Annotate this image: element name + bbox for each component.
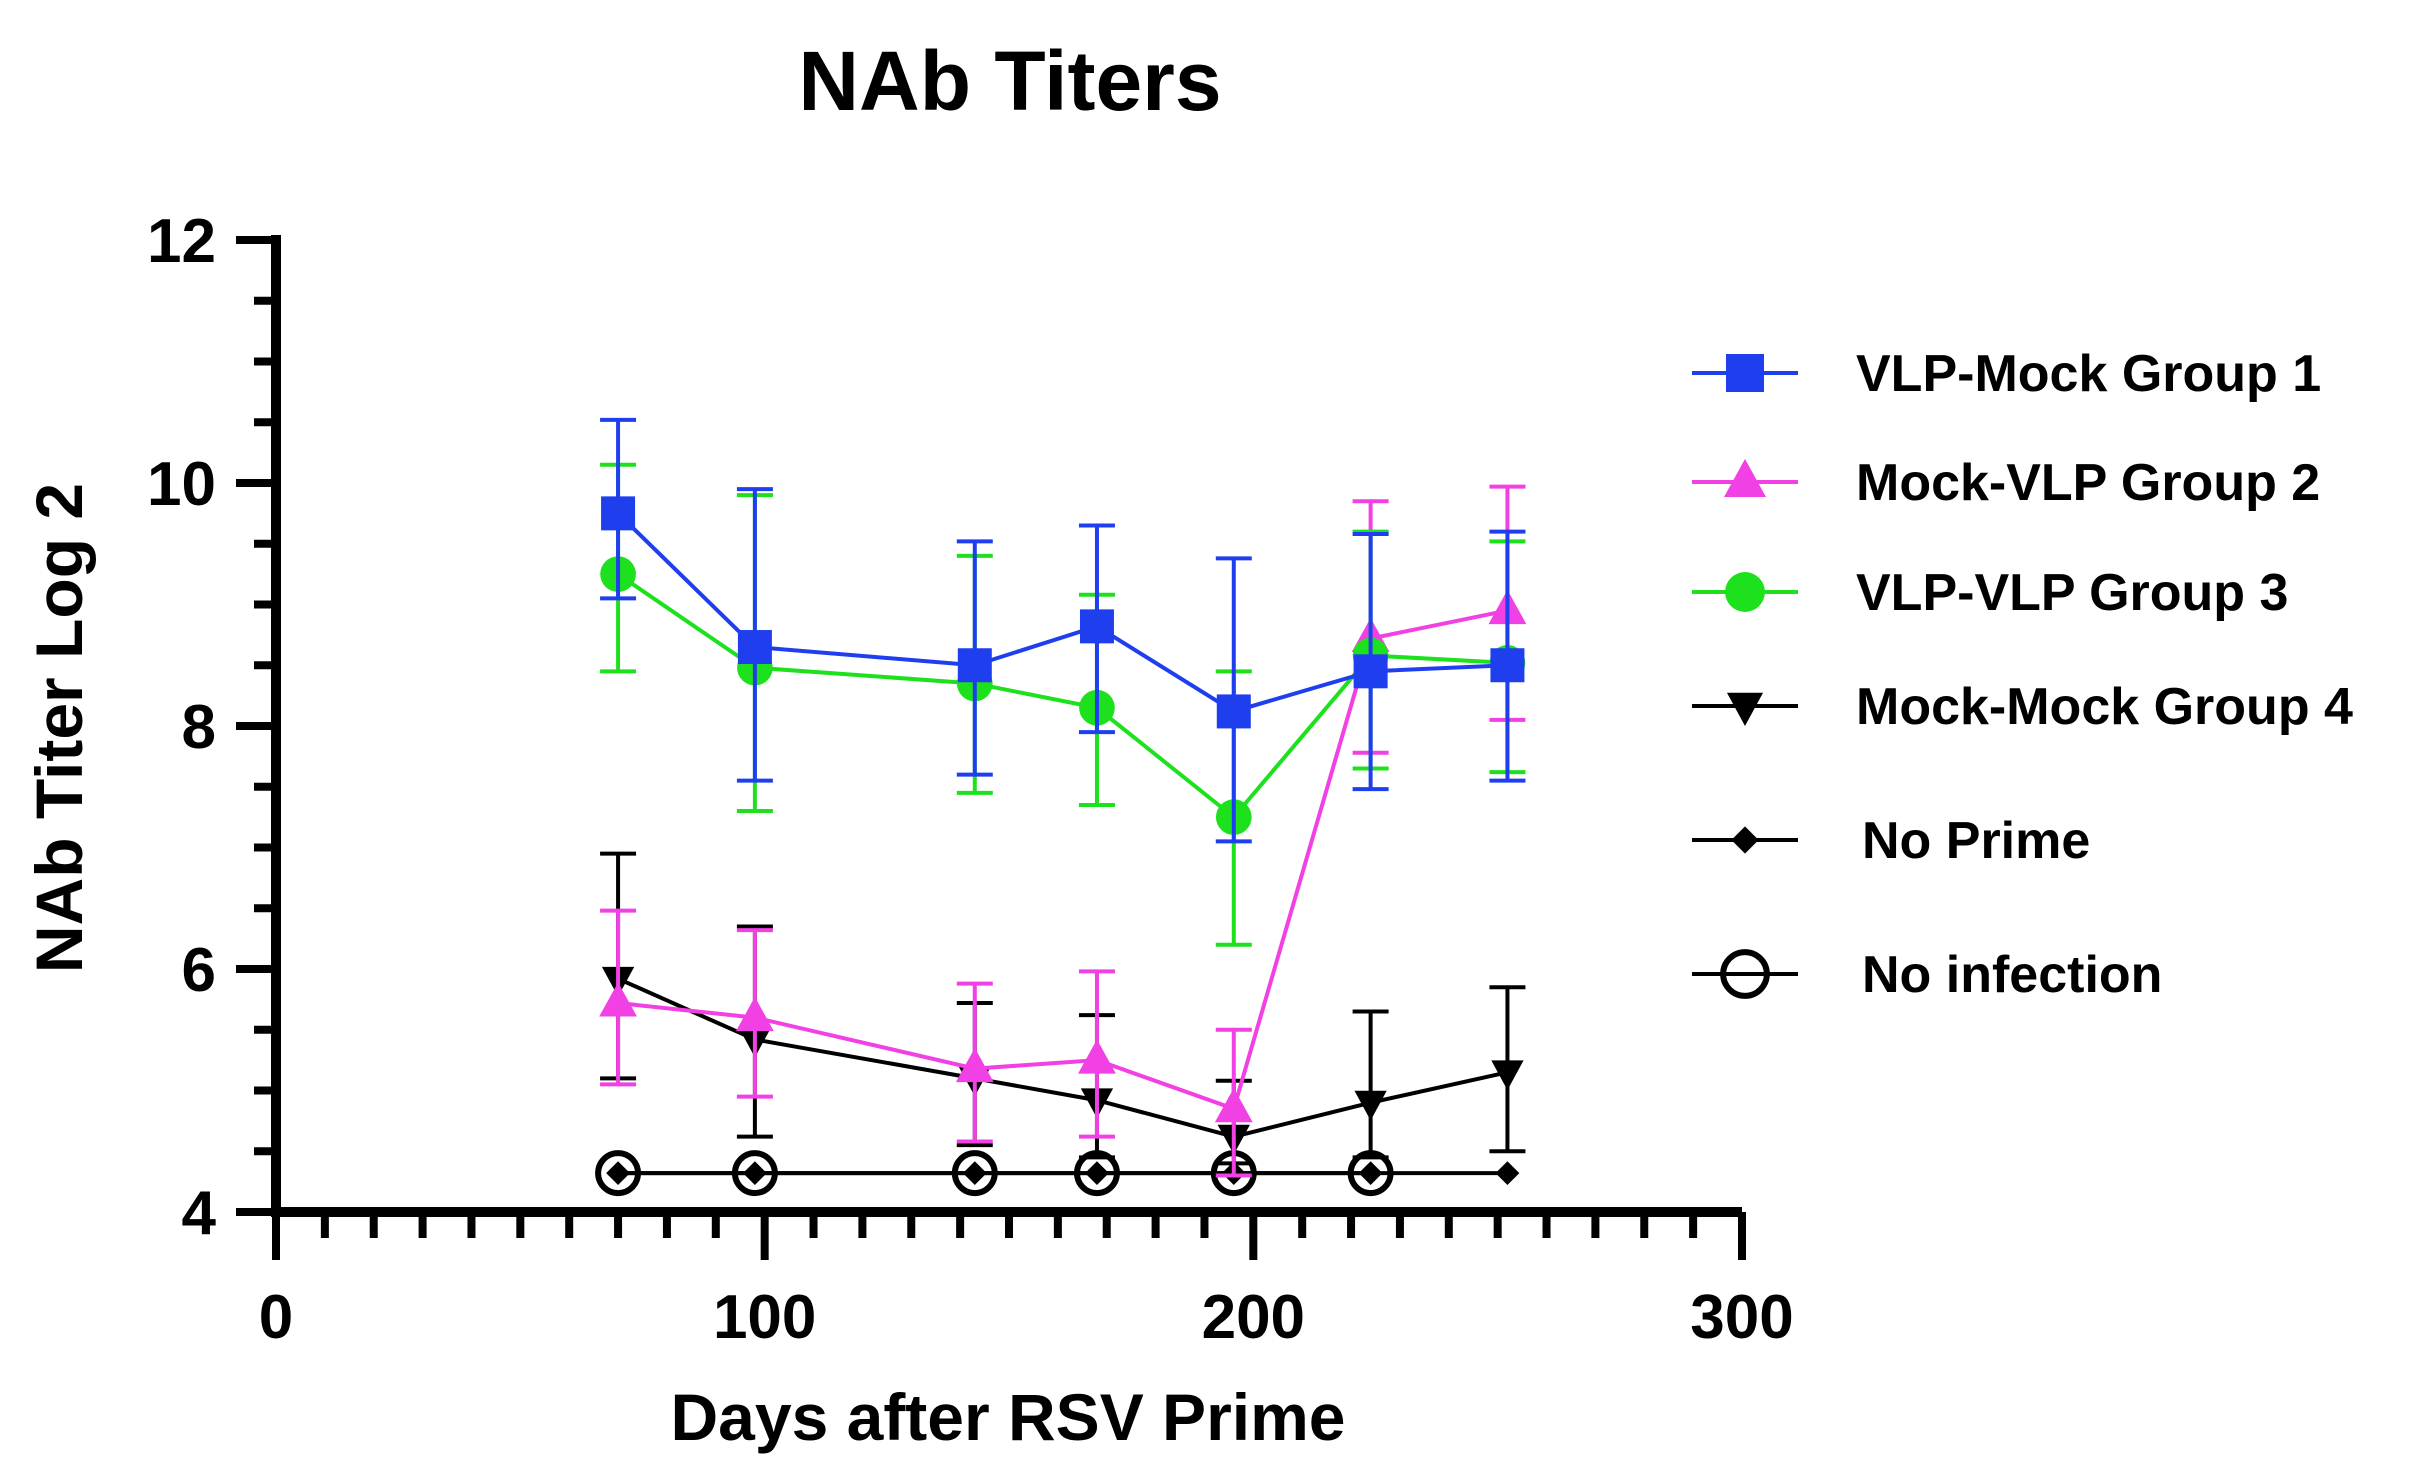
data-point-square xyxy=(957,648,992,683)
data-point-square xyxy=(737,630,772,665)
data-point-square xyxy=(1726,354,1764,392)
data-point-triangle-up xyxy=(1078,1039,1116,1074)
x-tick-label: 300 xyxy=(1690,1283,1793,1352)
y-tick-label: 6 xyxy=(182,936,216,1005)
data-point-triangle-up xyxy=(955,1047,994,1083)
legend-item: VLP-VLP Group 3 xyxy=(1692,564,2288,622)
data-point-square xyxy=(1079,609,1114,644)
y-tick-label: 8 xyxy=(182,693,216,762)
legend-label: VLP-VLP Group 3 xyxy=(1856,564,2288,622)
legend-label: VLP-Mock Group 1 xyxy=(1856,345,2321,403)
x-tick-label: 200 xyxy=(1202,1283,1305,1352)
legend-label: No infection xyxy=(1862,946,2162,1004)
data-point-triangle-up xyxy=(599,982,637,1017)
data-point-triangle-up xyxy=(1724,459,1766,497)
data-point-triangle-down xyxy=(1726,692,1764,726)
legend-item: VLP-Mock Group 1 xyxy=(1692,345,2321,403)
data-point-square xyxy=(601,496,636,531)
axes: 0 100 200 300 4 6 8 10 12 xyxy=(147,207,1794,1352)
legend-item: Mock-Mock Group 4 xyxy=(1692,678,2353,736)
legend-item: No Prime xyxy=(1692,812,2090,870)
data-point-triangle-up xyxy=(1214,1088,1253,1123)
data-point-square xyxy=(1353,654,1388,689)
data-point-square xyxy=(1216,694,1251,729)
data-point-open-circle xyxy=(1720,949,1770,999)
series-no-prime xyxy=(606,1161,1520,1186)
plot-area xyxy=(595,417,1527,1197)
data-point-diamond xyxy=(962,1161,987,1186)
legend-label: Mock-VLP Group 2 xyxy=(1856,454,2320,512)
y-tick-label: 10 xyxy=(147,450,216,519)
data-point-diamond xyxy=(1495,1161,1520,1186)
data-point-diamond xyxy=(1358,1161,1383,1186)
data-point-diamond xyxy=(1085,1161,1109,1186)
legend-label: No Prime xyxy=(1862,812,2090,870)
legend-item: Mock-VLP Group 2 xyxy=(1692,454,2320,512)
y-tick-label: 4 xyxy=(182,1179,217,1248)
legend-item: No infection xyxy=(1692,946,2162,1004)
data-point-triangle-down xyxy=(1491,1060,1524,1091)
series-mock-mock-group-4 xyxy=(600,851,1526,1166)
y-axis-label: NAb Titer Log 2 xyxy=(22,483,96,973)
series-vlp-mock-group-1 xyxy=(600,417,1526,844)
data-point-diamond xyxy=(1731,826,1759,854)
data-point-circle xyxy=(1725,572,1765,612)
data-point-square xyxy=(1490,648,1525,683)
chart-title: NAb Titers xyxy=(798,34,1221,128)
data-point-diamond xyxy=(742,1161,767,1186)
data-point-triangle-up xyxy=(735,996,774,1032)
series-mock-vlp-group-2 xyxy=(599,484,1527,1178)
data-point-diamond xyxy=(606,1161,630,1186)
x-tick-label: 0 xyxy=(259,1283,293,1352)
x-tick-label: 100 xyxy=(713,1283,816,1352)
legend-label: Mock-Mock Group 4 xyxy=(1856,678,2353,736)
legend: VLP-Mock Group 1 Mock-VLP Group 2 VLP-VLP … xyxy=(1692,345,2353,1004)
x-axis-label: Days after RSV Prime xyxy=(671,1380,1346,1454)
y-tick-label: 12 xyxy=(147,207,216,276)
series-vlp-vlp-group-3 xyxy=(600,462,1526,947)
data-point-triangle-down xyxy=(1354,1090,1387,1121)
